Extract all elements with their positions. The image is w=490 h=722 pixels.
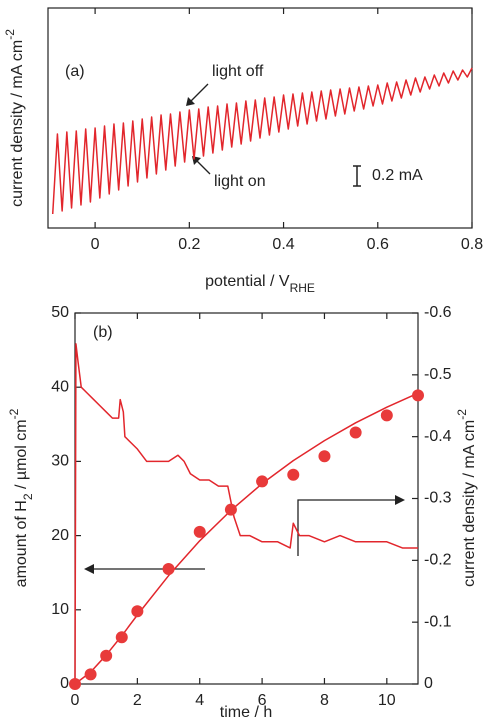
plot-frame <box>47 7 473 229</box>
data-point <box>380 409 393 422</box>
label-part: time / h <box>220 704 272 721</box>
x-tick-label: 0.6 <box>367 236 389 253</box>
data-point <box>193 525 206 538</box>
x-tick-label: 8 <box>320 692 329 709</box>
data-point <box>131 605 144 618</box>
data-line <box>74 343 418 685</box>
label-part: 2 <box>21 493 35 500</box>
data-point <box>69 678 81 690</box>
arrow-head <box>84 564 94 574</box>
x-tick-label: 4 <box>195 692 204 709</box>
data-point <box>287 468 300 481</box>
arrow-head <box>395 495 405 505</box>
data-point <box>84 668 97 681</box>
label-part: potential / V <box>205 273 290 290</box>
data-point <box>162 562 175 575</box>
axis-label: potential / VRHE <box>205 273 315 295</box>
y2-tick-label: -0.3 <box>424 490 452 507</box>
label-part: / µmol cm <box>13 419 30 493</box>
y-tick-label: 40 <box>51 378 69 395</box>
annotation-arrow <box>195 159 211 175</box>
label-part: current density / mA cm <box>461 420 478 587</box>
scale-bar <box>353 165 361 187</box>
panel-label: (a) <box>65 63 85 80</box>
x-tick-label: 6 <box>258 692 267 709</box>
y-tick-label: 20 <box>51 527 69 544</box>
annotation: light off <box>212 63 264 80</box>
x-tick-label: 0.8 <box>461 236 483 253</box>
arrow-head <box>186 97 195 106</box>
x-tick-label: 10 <box>378 692 396 709</box>
y2-tick-label: -0.6 <box>424 304 452 321</box>
annotation: light on <box>214 173 266 190</box>
y2-tick-label: -0.2 <box>424 552 452 569</box>
y-tick-label: 10 <box>51 601 69 618</box>
axis-arrow <box>297 499 398 556</box>
panel-label: (b) <box>93 324 113 341</box>
axis-label: current density / mA cm-2 <box>455 409 478 587</box>
axis-label: amount of H2 / µmol cm-2 <box>7 408 35 587</box>
x-tick-label: 2 <box>133 692 142 709</box>
y2-tick-label: 0 <box>424 675 433 692</box>
label-part: -2 <box>455 409 469 420</box>
data-point <box>115 631 128 644</box>
y2-tick-label: -0.5 <box>424 366 452 383</box>
x-tick-label: 0.4 <box>272 236 294 253</box>
label-part: -2 <box>7 408 21 419</box>
data-point <box>412 389 424 402</box>
y-tick-label: 50 <box>51 304 69 321</box>
y-tick-label: 30 <box>51 453 69 470</box>
scale-bar-label: 0.2 mA <box>372 167 423 184</box>
annotation-arrow <box>189 83 209 103</box>
y2-tick-label: -0.4 <box>424 428 452 445</box>
axis-label: current density / mA cm-2 <box>3 29 26 207</box>
x-tick-label: 0 <box>91 236 100 253</box>
data-point <box>256 475 269 488</box>
axis-label: time / h <box>220 704 272 721</box>
label-part: amount of H <box>13 500 30 587</box>
x-tick-label: 0.2 <box>178 236 200 253</box>
y-tick-label: 0 <box>60 675 69 692</box>
data-point <box>100 649 113 662</box>
label-part: current density / mA cm <box>9 40 26 207</box>
y2-tick-label: -0.1 <box>424 613 452 630</box>
data-point <box>349 426 362 439</box>
x-tick-label: 0 <box>71 692 80 709</box>
label-part: -2 <box>3 29 17 40</box>
data-point <box>318 450 331 463</box>
data-point <box>224 503 237 516</box>
label-part: RHE <box>290 281 315 295</box>
data-line <box>51 67 473 215</box>
